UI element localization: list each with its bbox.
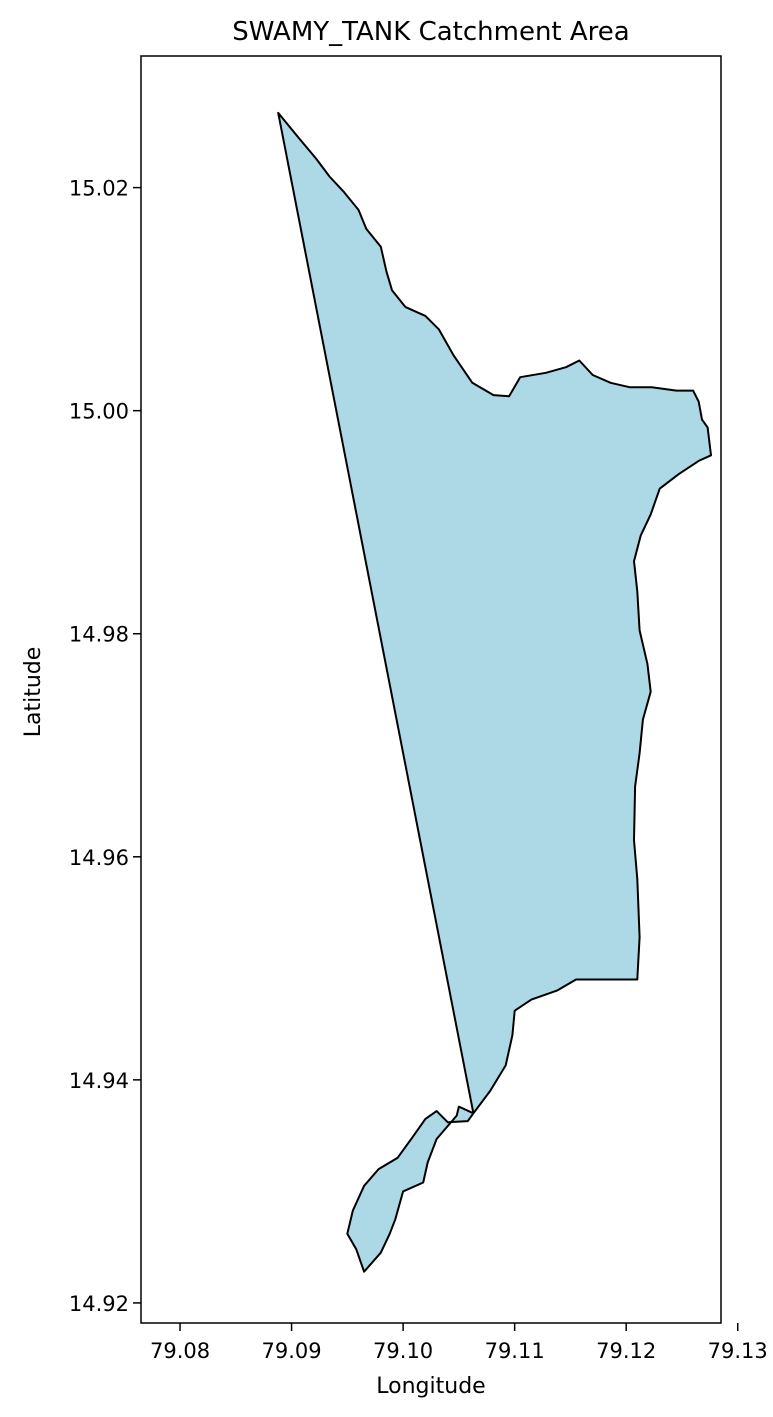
chart-title: SWAMY_TANK Catchment Area [232,17,629,47]
x-tick-label: 79.09 [262,1339,322,1363]
x-tick-label: 79.08 [150,1339,210,1363]
x-tick-label: 79.12 [596,1339,656,1363]
x-tick-label: 79.13 [708,1339,768,1363]
y-axis-label: Latitude [21,647,46,738]
y-tick-label: 15.02 [69,177,129,201]
y-tick-label: 14.92 [69,1292,129,1316]
y-tick-label: 15.00 [69,400,129,424]
y-tick-label: 14.96 [69,846,129,870]
x-axis-label: Longitude [376,1374,485,1399]
y-tick-label: 14.94 [69,1069,129,1093]
x-tick-label: 79.11 [485,1339,545,1363]
x-tick-label: 79.10 [373,1339,433,1363]
y-tick-label: 14.98 [69,623,129,647]
